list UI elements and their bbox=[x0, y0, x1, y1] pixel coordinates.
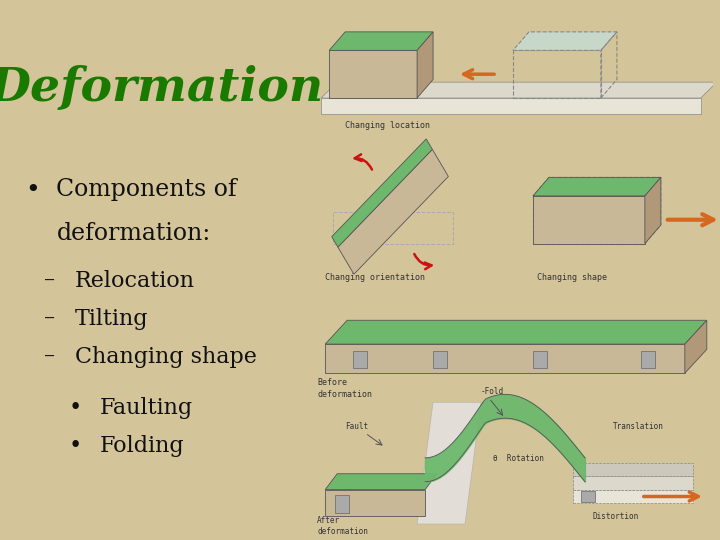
Text: Changing location: Changing location bbox=[345, 121, 430, 130]
Text: Distortion: Distortion bbox=[593, 512, 639, 521]
Text: After
deformation: After deformation bbox=[318, 516, 368, 536]
Text: Fault: Fault bbox=[345, 422, 369, 431]
Polygon shape bbox=[353, 351, 367, 368]
Text: •: • bbox=[69, 435, 82, 457]
Text: Deformation: Deformation bbox=[0, 65, 324, 111]
Polygon shape bbox=[573, 463, 693, 476]
Polygon shape bbox=[645, 177, 661, 244]
Polygon shape bbox=[321, 98, 701, 114]
Text: -Fold: -Fold bbox=[481, 387, 504, 396]
Text: Components of: Components of bbox=[56, 178, 237, 201]
Text: –: – bbox=[44, 270, 55, 292]
Polygon shape bbox=[641, 351, 655, 368]
Polygon shape bbox=[325, 474, 437, 490]
Text: Folding: Folding bbox=[100, 435, 185, 457]
Polygon shape bbox=[325, 344, 685, 373]
Polygon shape bbox=[417, 402, 481, 524]
Polygon shape bbox=[533, 196, 645, 244]
Polygon shape bbox=[581, 491, 595, 502]
Polygon shape bbox=[533, 351, 547, 368]
Polygon shape bbox=[329, 32, 433, 50]
Polygon shape bbox=[573, 490, 693, 503]
Polygon shape bbox=[533, 177, 661, 196]
Text: Faulting: Faulting bbox=[100, 397, 194, 419]
Polygon shape bbox=[433, 351, 447, 368]
Text: Changing shape: Changing shape bbox=[537, 273, 607, 282]
Text: deformation:: deformation: bbox=[56, 222, 211, 246]
Polygon shape bbox=[417, 32, 433, 98]
Text: Changing orientation: Changing orientation bbox=[325, 273, 426, 282]
Text: Relocation: Relocation bbox=[75, 270, 195, 292]
Polygon shape bbox=[685, 320, 707, 373]
Text: –: – bbox=[44, 346, 55, 368]
Polygon shape bbox=[332, 139, 432, 247]
Text: •: • bbox=[25, 178, 40, 202]
Text: –: – bbox=[44, 308, 55, 330]
Text: Tilting: Tilting bbox=[75, 308, 148, 330]
Polygon shape bbox=[533, 177, 661, 196]
Polygon shape bbox=[325, 490, 425, 516]
Polygon shape bbox=[573, 476, 693, 490]
Polygon shape bbox=[329, 50, 417, 98]
Polygon shape bbox=[321, 82, 717, 98]
Text: •: • bbox=[69, 397, 82, 419]
Text: Translation: Translation bbox=[613, 422, 664, 431]
Text: Changing shape: Changing shape bbox=[75, 346, 257, 368]
Text: Before
deformation: Before deformation bbox=[318, 379, 372, 399]
Polygon shape bbox=[336, 495, 349, 514]
Text: θ  Rotation: θ Rotation bbox=[493, 454, 544, 463]
Polygon shape bbox=[513, 32, 617, 50]
Polygon shape bbox=[325, 320, 707, 344]
Polygon shape bbox=[338, 150, 449, 274]
